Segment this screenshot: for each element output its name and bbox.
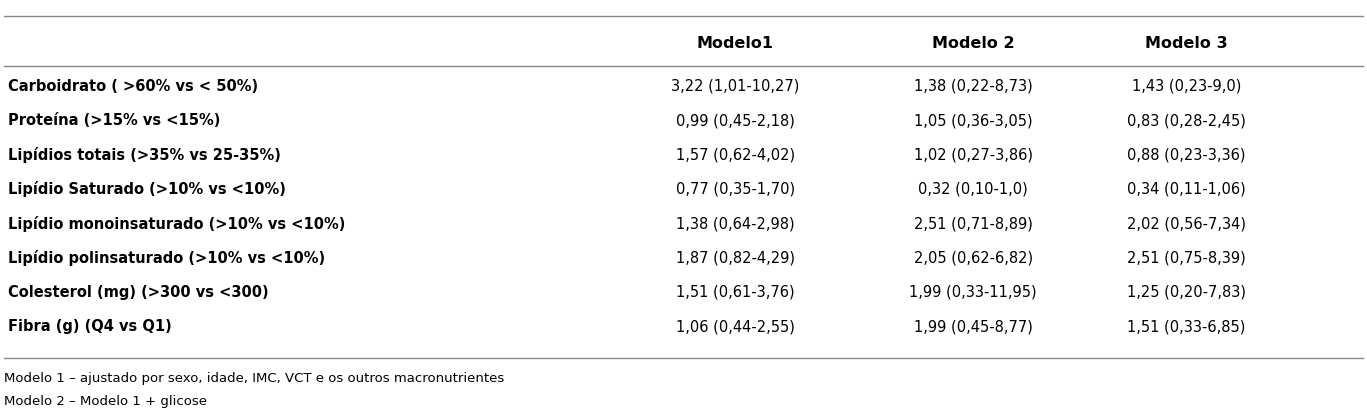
Text: Modelo 2: Modelo 2 xyxy=(932,36,1014,51)
Text: Modelo 3: Modelo 3 xyxy=(1146,36,1228,51)
Text: 1,57 (0,62-4,02): 1,57 (0,62-4,02) xyxy=(675,148,796,162)
Text: 1,06 (0,44-2,55): 1,06 (0,44-2,55) xyxy=(677,319,794,334)
Text: 0,77 (0,35-1,70): 0,77 (0,35-1,70) xyxy=(675,182,796,197)
Text: 1,43 (0,23-9,0): 1,43 (0,23-9,0) xyxy=(1132,79,1241,94)
Text: 0,88 (0,23-3,36): 0,88 (0,23-3,36) xyxy=(1128,148,1245,162)
Text: 1,99 (0,33-11,95): 1,99 (0,33-11,95) xyxy=(909,285,1038,300)
Text: Lipídio monoinsaturado (>10% vs <10%): Lipídio monoinsaturado (>10% vs <10%) xyxy=(8,216,346,231)
Text: Colesterol (mg) (>300 vs <300): Colesterol (mg) (>300 vs <300) xyxy=(8,285,269,300)
Text: Lipídio polinsaturado (>10% vs <10%): Lipídio polinsaturado (>10% vs <10%) xyxy=(8,250,325,266)
Text: 1,51 (0,61-3,76): 1,51 (0,61-3,76) xyxy=(677,285,794,300)
Text: 0,99 (0,45-2,18): 0,99 (0,45-2,18) xyxy=(677,113,794,128)
Text: Proteína (>15% vs <15%): Proteína (>15% vs <15%) xyxy=(8,113,220,128)
Text: 0,34 (0,11-1,06): 0,34 (0,11-1,06) xyxy=(1128,182,1245,197)
Text: 1,05 (0,36-3,05): 1,05 (0,36-3,05) xyxy=(915,113,1032,128)
Text: Modelo 2 – Modelo 1 + glicose: Modelo 2 – Modelo 1 + glicose xyxy=(4,395,208,408)
Text: 0,83 (0,28-2,45): 0,83 (0,28-2,45) xyxy=(1128,113,1245,128)
Text: 0,32 (0,10-1,0): 0,32 (0,10-1,0) xyxy=(919,182,1028,197)
Text: 2,51 (0,75-8,39): 2,51 (0,75-8,39) xyxy=(1128,250,1245,266)
Text: 1,87 (0,82-4,29): 1,87 (0,82-4,29) xyxy=(675,250,796,266)
Text: 1,02 (0,27-3,86): 1,02 (0,27-3,86) xyxy=(913,148,1033,162)
Text: Carboidrato ( >60% vs < 50%): Carboidrato ( >60% vs < 50%) xyxy=(8,79,258,94)
Text: Modelo1: Modelo1 xyxy=(697,36,774,51)
Text: 1,38 (0,64-2,98): 1,38 (0,64-2,98) xyxy=(677,216,794,231)
Text: Modelo 1 – ajustado por sexo, idade, IMC, VCT e os outros macronutrientes: Modelo 1 – ajustado por sexo, idade, IMC… xyxy=(4,372,504,385)
Text: Lipídios totais (>35% vs 25-35%): Lipídios totais (>35% vs 25-35%) xyxy=(8,147,282,163)
Text: 1,51 (0,33-6,85): 1,51 (0,33-6,85) xyxy=(1128,319,1245,334)
Text: Fibra (g) (Q4 vs Q1): Fibra (g) (Q4 vs Q1) xyxy=(8,319,172,334)
Text: Lipídio Saturado (>10% vs <10%): Lipídio Saturado (>10% vs <10%) xyxy=(8,181,286,197)
Text: 3,22 (1,01-10,27): 3,22 (1,01-10,27) xyxy=(671,79,800,94)
Text: 2,05 (0,62-6,82): 2,05 (0,62-6,82) xyxy=(913,250,1033,266)
Text: 1,25 (0,20-7,83): 1,25 (0,20-7,83) xyxy=(1126,285,1247,300)
Text: 1,99 (0,45-8,77): 1,99 (0,45-8,77) xyxy=(915,319,1032,334)
Text: 1,38 (0,22-8,73): 1,38 (0,22-8,73) xyxy=(915,79,1032,94)
Text: 2,02 (0,56-7,34): 2,02 (0,56-7,34) xyxy=(1126,216,1247,231)
Text: 2,51 (0,71-8,89): 2,51 (0,71-8,89) xyxy=(915,216,1032,231)
